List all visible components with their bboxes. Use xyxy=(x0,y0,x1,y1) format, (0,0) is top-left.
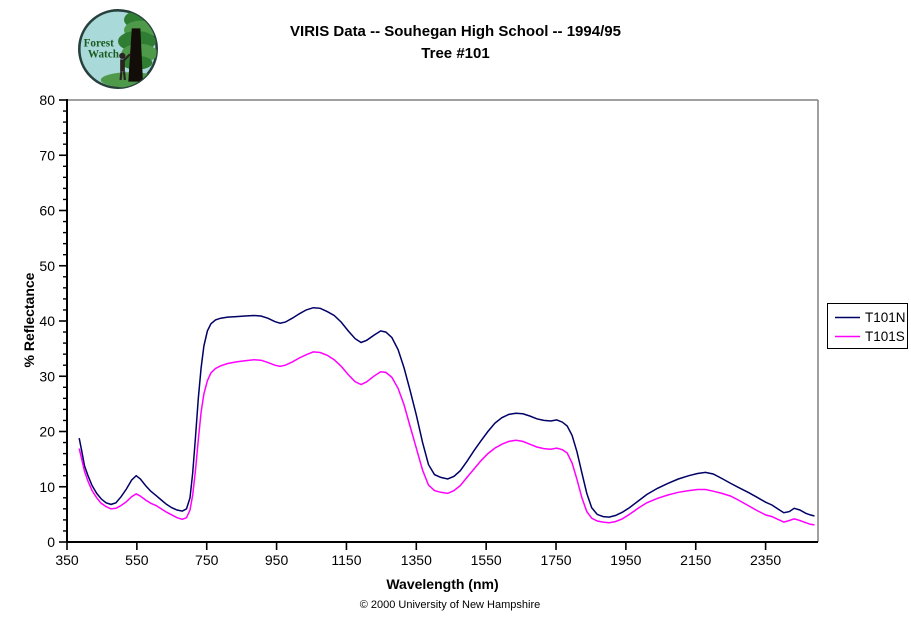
logo-text-forest: Forest xyxy=(84,37,114,49)
copyright-notice: © 2000 University of New Hampshire xyxy=(359,599,541,611)
y-tick-label: 50 xyxy=(39,258,55,274)
legend-label-t101s: T101S xyxy=(865,329,905,344)
x-tick-label: 1150 xyxy=(331,552,361,568)
y-tick-label: 70 xyxy=(39,147,55,163)
t101n-line-swatch-icon xyxy=(835,316,860,319)
y-tick-label: 40 xyxy=(39,313,55,329)
logo-person-icon xyxy=(119,52,131,81)
legend: T101N T101S xyxy=(827,303,908,349)
x-tick-label: 350 xyxy=(55,552,79,568)
x-tick-label: 1550 xyxy=(471,552,502,568)
series-lines xyxy=(78,306,815,526)
logo-text-watch: Watch xyxy=(88,49,120,61)
x-axis-title: Wavelength (nm) xyxy=(386,576,499,592)
x-tick-label: 2150 xyxy=(680,552,711,568)
chart-title-line1: VIRIS Data -- Souhegan High School -- 19… xyxy=(290,23,621,40)
y-tick-label: 60 xyxy=(39,203,55,219)
x-tick-label: 950 xyxy=(265,552,289,568)
t101s-line-swatch-icon xyxy=(835,335,860,338)
legend-row-t101s: T101S xyxy=(834,327,907,346)
y-tick-label: 80 xyxy=(39,92,55,108)
y-tick-label: 20 xyxy=(39,424,55,440)
y-tick-label: 30 xyxy=(39,368,55,384)
legend-label-t101n: T101N xyxy=(865,310,906,325)
x-tick-label: 1750 xyxy=(540,552,571,568)
series-line-t101s xyxy=(78,351,815,526)
x-tick-label: 1350 xyxy=(401,552,432,568)
series-line-t101n xyxy=(78,306,815,518)
x-tick-label: 1950 xyxy=(610,552,641,568)
axis-ticks: 0 10 20 30 40 50 60 70 80 350 550 750 950 1150 1350 155… xyxy=(39,92,781,568)
chart-title-line2: Tree #101 xyxy=(421,45,490,62)
plot-frame xyxy=(66,99,819,543)
forest-watch-logo: Forest Watch xyxy=(78,9,158,89)
y-axis-title: % Reflectance xyxy=(21,272,37,368)
legend-row-t101n: T101N xyxy=(834,308,907,327)
y-tick-label: 10 xyxy=(39,479,55,495)
x-tick-label: 550 xyxy=(125,552,149,568)
chart-title: VIRIS Data -- Souhegan High School -- 19… xyxy=(0,21,911,65)
x-tick-label: 750 xyxy=(195,552,219,568)
y-tick-label: 0 xyxy=(47,534,55,550)
x-tick-label: 2350 xyxy=(750,552,781,568)
